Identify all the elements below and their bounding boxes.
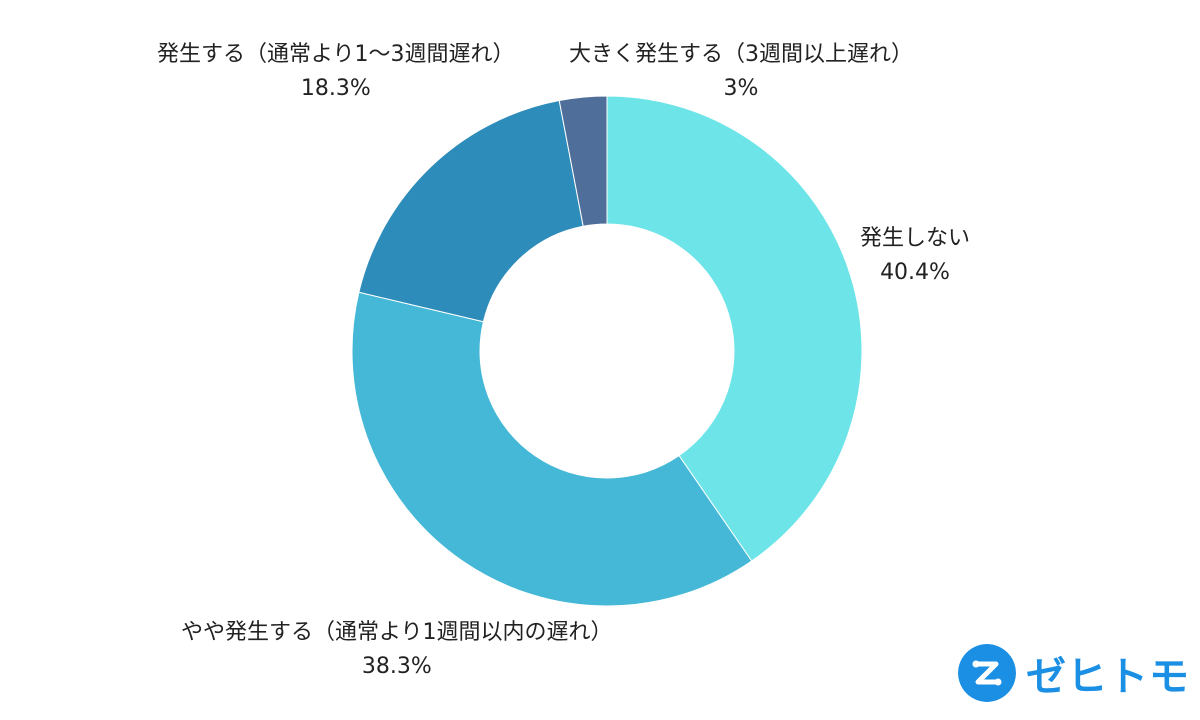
label-delay: 発生する（通常より1〜3週間遅れ） 18.3% [157, 38, 515, 106]
brand-name: ゼヒトモ [1026, 644, 1190, 702]
label-delay-text: 発生する（通常より1〜3週間遅れ） [157, 38, 515, 72]
label-slight-delay-text: やや発生する（通常より1週間以内の遅れ） [181, 616, 613, 650]
label-major-delay: 大きく発生する（3週間以上遅れ） 3% [569, 38, 913, 106]
label-no-delay: 発生しない 40.4% [860, 222, 970, 290]
z-circle-logo-icon [958, 644, 1016, 702]
label-no-delay-value: 40.4% [860, 256, 970, 290]
slice-delay [359, 101, 583, 322]
label-slight-delay-value: 38.3% [181, 650, 613, 684]
label-major-delay-text: 大きく発生する（3週間以上遅れ） [569, 38, 913, 72]
label-major-delay-value: 3% [569, 72, 913, 106]
label-no-delay-text: 発生しない [860, 222, 970, 256]
label-slight-delay: やや発生する（通常より1週間以内の遅れ） 38.3% [181, 616, 613, 684]
brand-logo: ゼヒトモ [958, 644, 1190, 702]
label-delay-value: 18.3% [157, 72, 515, 106]
